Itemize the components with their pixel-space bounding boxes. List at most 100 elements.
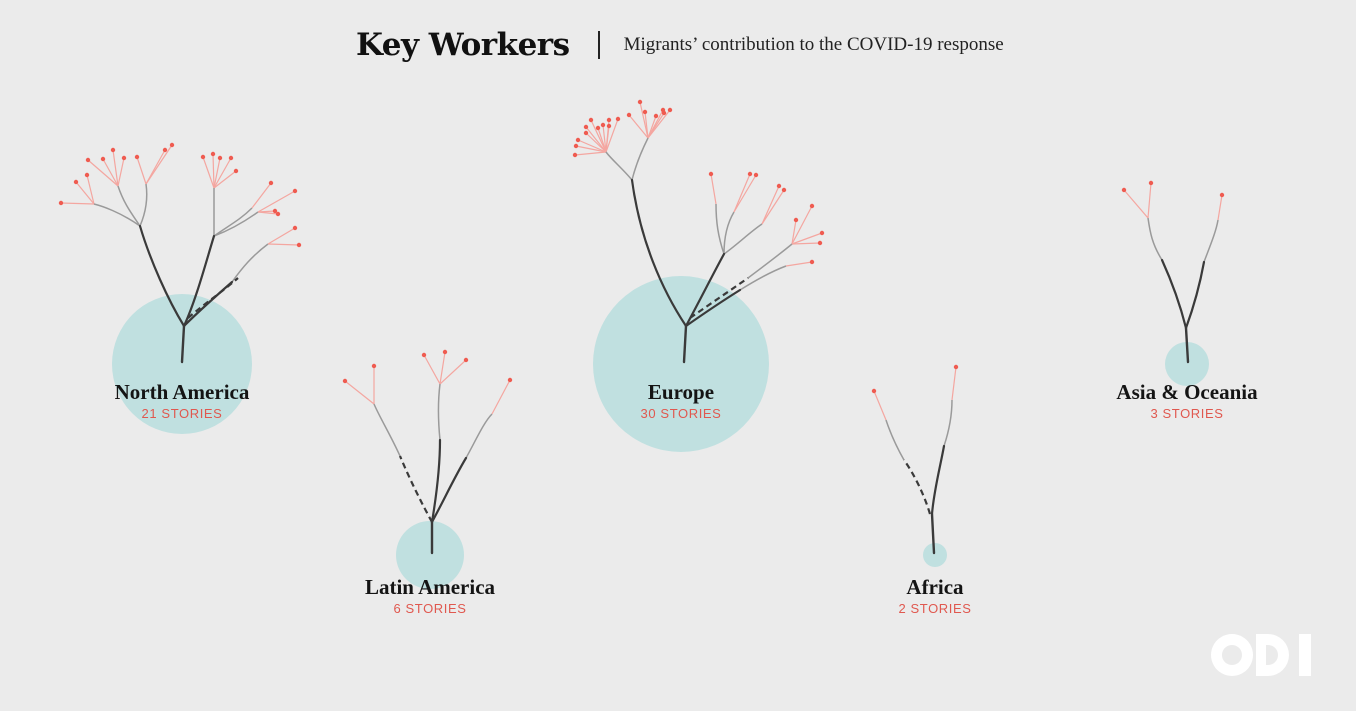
story-dot[interactable] (507, 377, 513, 383)
region-tree-latin-america (342, 349, 513, 589)
region-label-latin-america[interactable]: Latin America 6 STORIES (330, 575, 530, 617)
story-dot[interactable] (588, 117, 594, 123)
story-dot[interactable] (595, 125, 601, 131)
story-dot[interactable] (653, 113, 659, 119)
region-circle[interactable] (112, 294, 252, 434)
story-dot[interactable] (463, 357, 469, 363)
story-dot[interactable] (110, 147, 116, 153)
region-label-africa[interactable]: Africa 2 STORIES (835, 575, 1035, 617)
story-dot[interactable] (615, 116, 621, 122)
twig (647, 109, 671, 139)
story-dot[interactable] (442, 349, 448, 355)
dashed-branch (398, 455, 433, 523)
story-dot[interactable] (292, 225, 298, 231)
region-circle[interactable] (593, 276, 769, 452)
story-dot[interactable] (575, 137, 581, 143)
story-dot[interactable] (84, 172, 90, 178)
story-dot[interactable] (809, 203, 815, 209)
region-circle[interactable] (923, 543, 947, 567)
twig (257, 211, 279, 215)
story-dot[interactable] (819, 230, 825, 236)
odi-logo[interactable] (1210, 632, 1314, 678)
region-circle[interactable] (1165, 342, 1209, 386)
region-label-north-america[interactable]: North America 21 STORIES (82, 380, 282, 422)
story-dot[interactable] (296, 242, 302, 248)
story-dot[interactable] (292, 188, 298, 194)
branch (885, 419, 905, 461)
story-dot[interactable] (793, 217, 799, 223)
twig (439, 351, 446, 385)
twig (791, 232, 823, 245)
story-dot[interactable] (953, 364, 959, 370)
story-dot[interactable] (228, 155, 234, 161)
region-circle[interactable] (396, 521, 464, 589)
region-story-count: 30 STORIES (640, 406, 722, 421)
story-dot[interactable] (85, 157, 91, 163)
twig (628, 114, 649, 139)
story-dot[interactable] (708, 171, 714, 177)
story-dot[interactable] (642, 109, 648, 115)
region-label-asia-oceania[interactable]: Asia & Oceania 3 STORIES (1087, 380, 1287, 422)
story-dot[interactable] (162, 147, 168, 153)
region-tree-africa (871, 364, 959, 567)
twig (212, 153, 215, 189)
story-dot[interactable] (809, 259, 815, 265)
story-dot[interactable] (600, 122, 606, 128)
story-dot[interactable] (583, 130, 589, 136)
story-dot[interactable] (753, 172, 759, 178)
story-dot[interactable] (776, 183, 782, 189)
main-branch (684, 288, 742, 328)
trunk (1184, 326, 1190, 364)
story-dot[interactable] (781, 187, 787, 193)
story-dot[interactable] (217, 155, 223, 161)
story-dot[interactable] (272, 208, 278, 214)
twig (597, 127, 607, 153)
story-dot[interactable] (169, 142, 175, 148)
story-dot[interactable] (871, 388, 877, 394)
story-dot[interactable] (233, 168, 239, 174)
twig (585, 126, 607, 153)
story-dot[interactable] (268, 180, 274, 186)
story-dot[interactable] (100, 156, 106, 162)
story-dot[interactable] (606, 117, 612, 123)
story-dot[interactable] (275, 211, 281, 217)
twig (710, 173, 717, 205)
story-dot[interactable] (747, 171, 753, 177)
title-divider (597, 31, 600, 59)
trunk (682, 324, 688, 364)
twig (75, 181, 95, 205)
story-dot[interactable] (121, 155, 127, 161)
twig (117, 157, 125, 187)
story-dot[interactable] (817, 240, 823, 246)
region-name: North America (114, 380, 250, 404)
main-branch (1160, 258, 1188, 330)
story-dot[interactable] (667, 107, 673, 113)
story-dot[interactable] (1148, 180, 1154, 186)
story-dot[interactable] (626, 112, 632, 118)
twig (213, 157, 221, 189)
main-branch (182, 234, 216, 328)
story-dot[interactable] (583, 124, 589, 130)
main-branch (684, 252, 726, 328)
story-dot[interactable] (421, 352, 427, 358)
story-dot[interactable] (371, 363, 377, 369)
story-dot[interactable] (73, 179, 79, 185)
region-label-europe[interactable]: Europe 30 STORIES (581, 380, 781, 422)
story-dot[interactable] (606, 123, 612, 129)
trunk (180, 324, 186, 364)
page-header: Key Workers Migrants’ contribution to th… (356, 22, 1004, 68)
story-dot[interactable] (210, 151, 216, 157)
trunk (930, 512, 936, 555)
story-dot[interactable] (637, 99, 643, 105)
story-dot[interactable] (1121, 187, 1127, 193)
story-dot[interactable] (342, 378, 348, 384)
story-dot[interactable] (573, 143, 579, 149)
story-dot[interactable] (58, 200, 64, 206)
story-dot[interactable] (572, 152, 578, 158)
twig (251, 182, 272, 209)
story-dot[interactable] (200, 154, 206, 160)
story-dot[interactable] (134, 154, 140, 160)
story-dot[interactable] (1219, 192, 1225, 198)
region-story-count: 3 STORIES (1150, 406, 1224, 421)
story-dot[interactable] (661, 110, 667, 116)
